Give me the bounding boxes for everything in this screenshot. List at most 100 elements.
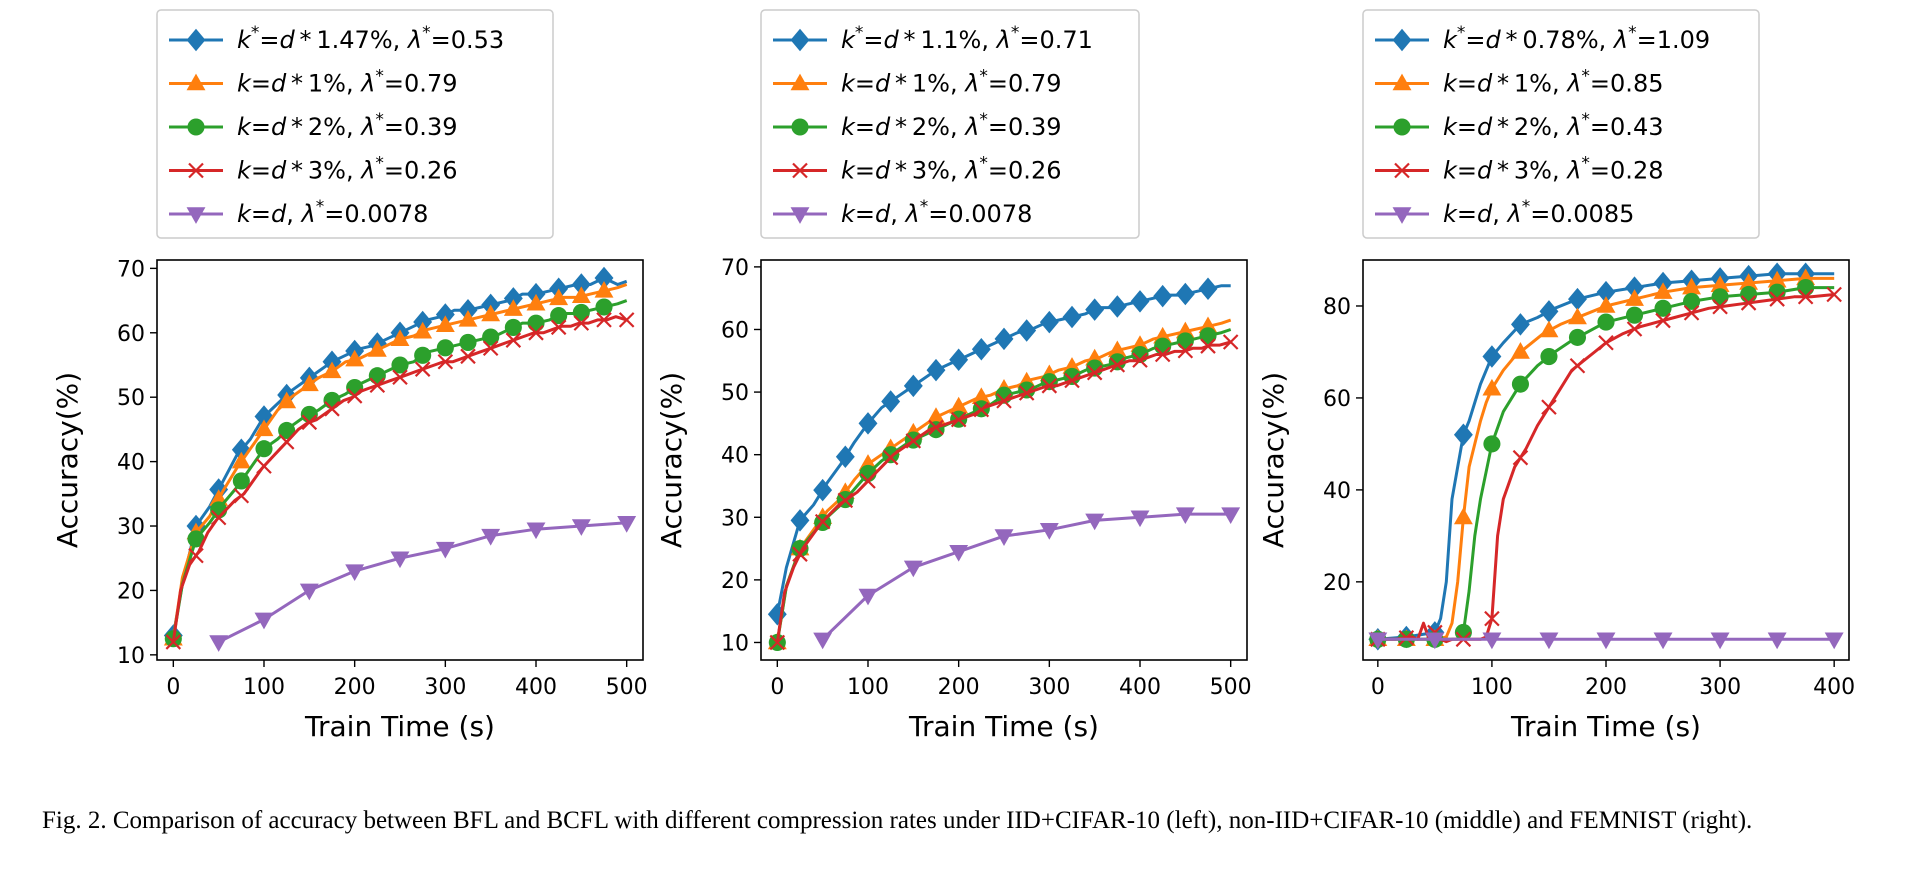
data-point — [1539, 320, 1559, 338]
data-point — [950, 411, 967, 428]
data-point — [837, 492, 854, 509]
data-point — [1568, 328, 1587, 346]
data-point — [835, 445, 855, 469]
data-point — [367, 340, 387, 357]
data-point — [1710, 275, 1730, 293]
legend-marker — [1394, 162, 1410, 179]
data-point — [345, 349, 365, 367]
data-point — [1511, 375, 1529, 393]
data-point — [1454, 623, 1472, 641]
legend-item: k=d * 3%, λ*=0.26 — [169, 154, 458, 185]
x-tick-label: 0 — [1371, 675, 1385, 700]
y-tick-label: 20 — [721, 569, 749, 594]
data-point — [1512, 449, 1529, 466]
data-point — [1086, 364, 1103, 381]
y-tick-label: 40 — [1323, 479, 1351, 504]
legend-marker — [188, 162, 204, 179]
data-point — [882, 449, 899, 466]
y-axis-label: Accuracy(%) — [655, 372, 688, 548]
series-3 — [164, 298, 628, 648]
data-point — [187, 530, 205, 548]
x-tick-label: 0 — [770, 675, 784, 700]
y-tick-label: 70 — [117, 257, 145, 282]
data-point — [1453, 507, 1473, 525]
data-point — [596, 312, 612, 328]
y-axis-label: Accuracy(%) — [1257, 372, 1290, 548]
legend-item: k=d, λ*=0.0078 — [773, 197, 1032, 228]
x-tick-label: 100 — [847, 675, 889, 700]
legend-item: k=d * 2%, λ*=0.39 — [169, 110, 458, 141]
series-line — [218, 521, 627, 644]
x-tick-label: 500 — [1210, 675, 1252, 700]
data-point — [481, 528, 501, 546]
legend-label: k=d, λ*=0.0078 — [841, 197, 1032, 228]
legend-label: k=d * 3%, λ*=0.28 — [1443, 154, 1664, 185]
data-point — [571, 273, 591, 296]
data-point — [814, 513, 831, 530]
data-point — [1625, 306, 1644, 324]
data-point — [482, 340, 499, 357]
x-tick-label: 400 — [1119, 675, 1161, 700]
x-tick-label: 400 — [515, 675, 557, 700]
data-point — [1540, 348, 1558, 366]
data-point — [792, 546, 808, 562]
y-tick-label: 50 — [117, 386, 145, 411]
data-point — [369, 377, 386, 394]
data-point — [299, 374, 319, 392]
data-point — [881, 390, 901, 413]
x-tick-label: 400 — [1813, 675, 1855, 700]
legend-label: k*=d * 0.78%, λ*=1.09 — [1443, 23, 1710, 54]
data-point — [1176, 332, 1194, 350]
data-point — [1626, 321, 1643, 337]
data-point — [1510, 313, 1530, 336]
x-tick-label: 300 — [1028, 675, 1070, 700]
data-point — [1739, 273, 1759, 290]
y-tick-label: 70 — [721, 256, 749, 281]
y-tick-label: 20 — [117, 579, 145, 604]
data-point — [594, 266, 614, 290]
legend-marker — [1392, 28, 1412, 52]
data-point — [482, 328, 500, 346]
data-point — [392, 369, 408, 386]
legend-label: k=d * 2%, λ*=0.39 — [841, 110, 1062, 141]
data-point — [550, 319, 567, 336]
data-point — [1200, 338, 1216, 354]
data-point — [1482, 345, 1502, 368]
data-point — [1710, 632, 1730, 650]
data-point — [1130, 510, 1150, 528]
data-point — [390, 551, 410, 569]
data-point — [1062, 305, 1082, 329]
data-point — [617, 516, 637, 533]
data-point — [1153, 284, 1173, 308]
data-point — [481, 304, 501, 322]
data-point — [1221, 507, 1241, 525]
legend-marker — [187, 118, 205, 136]
axes-frame — [760, 259, 1248, 661]
data-point — [323, 391, 341, 409]
data-point — [1539, 632, 1559, 650]
legend-marker — [1392, 73, 1412, 91]
data-point — [231, 451, 251, 469]
data-point — [256, 458, 272, 474]
legend-item: k*=d * 1.47%, λ*=0.53 — [169, 23, 504, 54]
data-point — [594, 281, 614, 298]
data-point — [1018, 385, 1035, 401]
data-point — [949, 396, 969, 414]
data-point — [790, 509, 810, 532]
legend-marker — [186, 73, 206, 91]
data-point — [435, 541, 455, 559]
data-point — [1154, 346, 1171, 363]
data-point — [526, 522, 546, 540]
data-point — [1107, 295, 1127, 318]
series-line — [775, 318, 1232, 643]
legend-item: k=d * 2%, λ*=0.43 — [1375, 110, 1664, 141]
x-tick-label: 200 — [334, 675, 376, 700]
x-tick-label: 500 — [606, 675, 648, 700]
data-point — [233, 487, 250, 504]
data-point — [1510, 342, 1530, 359]
series-4 — [165, 312, 635, 650]
data-point — [905, 433, 922, 449]
data-point — [301, 414, 318, 431]
data-point — [1039, 310, 1059, 334]
legend-label: k=d * 2%, λ*=0.39 — [237, 110, 458, 141]
